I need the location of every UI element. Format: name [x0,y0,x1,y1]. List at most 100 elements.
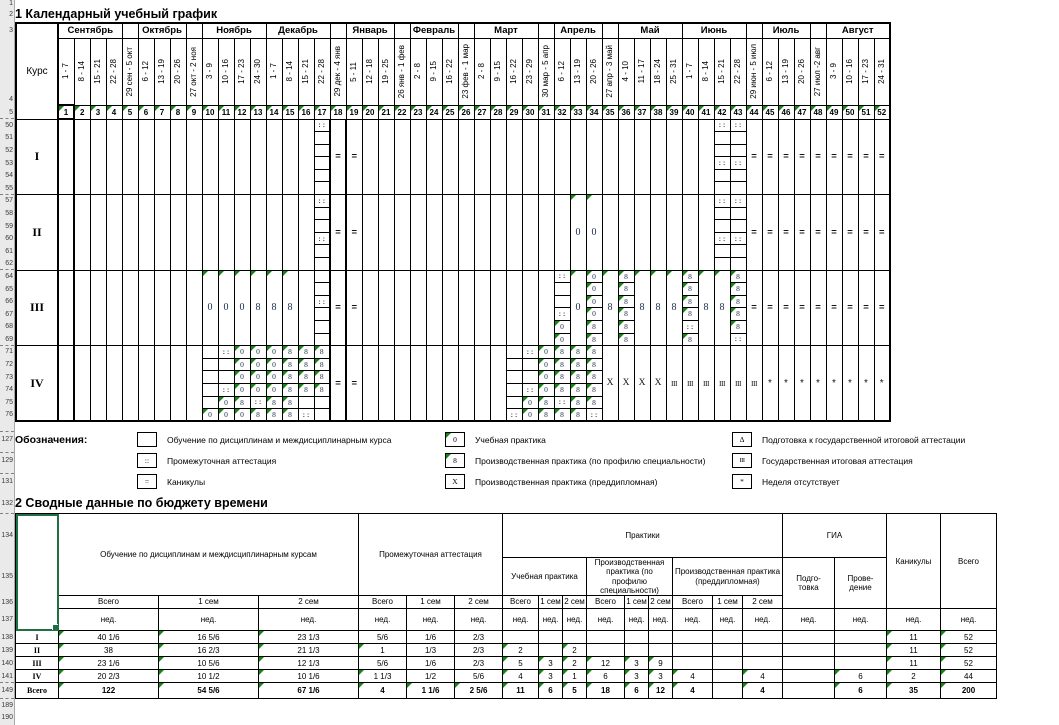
row-number[interactable]: 190 [1,713,13,721]
week-subcell[interactable]: :: [729,231,747,246]
row-number[interactable]: 69 [5,335,13,343]
legend-label[interactable]: Неделя отсутствует [762,476,840,487]
row-number[interactable]: 72 [5,361,13,369]
week-subcell[interactable]: :: [681,320,699,334]
header-semester[interactable]: 1 сем [712,595,743,609]
week-cell[interactable]: = [825,269,843,347]
week-cell[interactable]: = [345,345,363,422]
week-subcell[interactable] [553,294,571,309]
week-cell[interactable]: 0 [585,194,603,271]
legend-label[interactable]: Производственная практика (преддипломная… [475,476,658,487]
summary-cell[interactable]: 2 [886,669,941,683]
week-subcell[interactable]: 8 [297,345,315,359]
month-header[interactable]: Май [617,22,683,39]
row-number[interactable]: 129 [1,457,13,465]
week-cell[interactable] [121,345,139,422]
week-cell[interactable]: = [793,269,811,347]
month-header[interactable] [457,22,475,39]
summary-cell[interactable] [782,656,835,670]
summary-row-label[interactable]: Всего [15,682,59,699]
legend-label[interactable]: Обучение по дисциплинам и междисциплинар… [167,434,392,445]
week-subcell[interactable] [729,206,747,221]
week-subcell[interactable]: :: [729,194,747,208]
week-cell[interactable]: X [633,345,651,422]
summary-cell[interactable]: 11 [886,656,941,670]
summary-cell[interactable]: 52 [940,643,997,657]
week-number[interactable]: 20 [361,104,379,120]
week-number[interactable]: 2 [73,104,91,120]
week-subcell[interactable] [713,131,731,145]
week-cell[interactable] [601,118,619,196]
calendar-section-title[interactable]: 1 Календарный учебный график [15,7,218,21]
course-label[interactable]: III [15,269,59,347]
row-number[interactable]: 54 [5,172,13,180]
week-subcell[interactable]: 8 [281,357,299,372]
summary-cell[interactable]: 6 [624,682,649,699]
unit-label[interactable]: нед. [586,608,625,631]
week-range-header[interactable]: 9 - 15 [425,37,443,106]
legend-label[interactable]: Производственная практика (по профилю сп… [475,455,706,466]
week-subcell[interactable]: :: [553,269,571,284]
week-subcell[interactable] [201,382,219,397]
week-cell[interactable] [361,194,379,271]
week-cell[interactable]: 8 [633,269,651,347]
week-subcell[interactable] [505,382,523,397]
summary-cell[interactable]: 2 [562,656,587,670]
header-semester[interactable]: 1 сем [406,595,455,609]
week-cell[interactable] [105,194,123,271]
month-header[interactable]: Июнь [681,22,747,39]
unit-label[interactable]: нед. [834,608,887,631]
week-subcell[interactable]: 8 [681,307,699,321]
week-cell[interactable]: = [841,118,859,196]
summary-cell[interactable] [782,669,835,683]
week-range-header[interactable]: 23 фев - 1 мар [457,37,475,106]
week-range-header[interactable]: 27 июл -2 авг [809,37,827,106]
unit-label[interactable]: нед. [258,608,359,631]
row-number[interactable]: 76 [5,411,13,419]
week-subcell[interactable] [313,395,331,410]
week-subcell[interactable] [217,357,235,372]
week-range-header[interactable]: 13 - 19 [153,37,171,106]
row-number[interactable]: 136 [1,598,13,606]
summary-cell[interactable]: 4 [742,682,783,699]
week-cell[interactable] [233,118,251,196]
week-cell[interactable] [537,118,555,196]
week-cell[interactable] [409,345,427,422]
week-cell[interactable] [633,194,651,271]
week-cell[interactable] [169,269,187,347]
summary-cell[interactable] [648,643,673,657]
summary-cell[interactable]: 10 1/6 [258,669,359,683]
summary-cell[interactable] [712,643,743,657]
week-range-header[interactable]: 19 - 25 [377,37,395,106]
week-range-header[interactable]: 15 - 21 [297,37,315,106]
week-subcell[interactable]: :: [553,395,571,410]
week-subcell[interactable]: 8 [585,357,603,372]
week-subcell[interactable]: 8 [281,408,299,422]
week-subcell[interactable]: 8 [569,357,587,372]
week-range-header[interactable]: 10 - 16 [841,37,859,106]
week-subcell[interactable]: 0 [521,395,539,410]
header-gia-prep[interactable]: Подго- товка [782,557,835,609]
week-cell[interactable]: = [793,194,811,271]
summary-cell[interactable]: 5/6 [358,656,407,670]
month-header[interactable] [121,22,139,39]
week-subcell[interactable] [313,307,331,321]
week-number[interactable]: 25 [441,104,459,120]
week-cell[interactable] [185,345,203,422]
week-subcell[interactable] [201,370,219,384]
week-range-header[interactable]: 25 - 31 [665,37,683,106]
week-cell[interactable]: 8 [249,269,267,347]
week-range-header[interactable]: 13 - 19 [777,37,795,106]
row-number[interactable]: 135 [1,573,13,581]
week-cell[interactable]: = [329,194,347,271]
summary-cell[interactable]: 52 [940,630,997,644]
week-range-header[interactable]: 8 - 14 [281,37,299,106]
week-subcell[interactable]: 0 [585,294,603,309]
week-subcell[interactable]: 8 [569,345,587,359]
week-subcell[interactable]: 8 [681,282,699,296]
week-cell[interactable] [393,345,411,422]
week-subcell[interactable] [313,332,331,347]
week-cell[interactable] [409,194,427,271]
summary-cell[interactable]: 21 1/3 [258,643,359,657]
summary-cell[interactable]: 20 2/3 [58,669,159,683]
